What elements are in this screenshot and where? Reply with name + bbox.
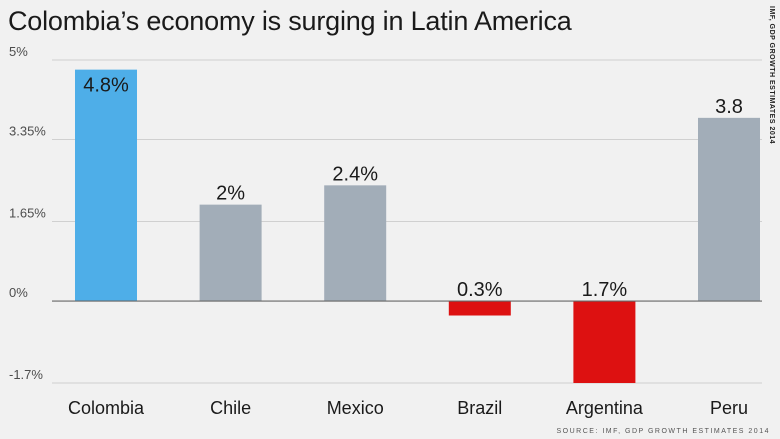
- bars: [75, 69, 760, 383]
- bar-brazil: [448, 301, 511, 316]
- category-labels: Colombia Chile Mexico Brazil Argentina Peru: [68, 398, 748, 418]
- bar-colombia: [75, 69, 137, 302]
- data-label: 3.8: [715, 96, 743, 118]
- data-label: 4.8%: [83, 75, 129, 97]
- category-label: Brazil: [457, 398, 502, 418]
- data-label: 2.4%: [332, 163, 378, 185]
- category-label: Colombia: [68, 398, 145, 418]
- bar-argentina: [573, 301, 636, 383]
- data-label: 0.3%: [457, 279, 503, 301]
- category-label: Chile: [210, 398, 251, 418]
- data-label: 1.7%: [582, 279, 628, 301]
- category-label: Mexico: [327, 398, 384, 418]
- category-label: Peru: [710, 398, 748, 418]
- y-tick-label: -1.7%: [9, 367, 43, 382]
- y-tick-label: 3.35%: [9, 124, 46, 139]
- bar-peru: [698, 117, 760, 302]
- source-note: SOURCE: IMF, GDP GROWTH ESTIMATES 2014: [556, 428, 770, 435]
- chart-title: Colombia’s economy is surging in Latin A…: [8, 6, 572, 36]
- y-tick-label: 5%: [9, 44, 28, 59]
- gridlines: [52, 59, 762, 384]
- bar-mexico: [324, 185, 387, 302]
- data-labels: 4.8% 2% 2.4% 0.3% 1.7% 3.8: [83, 75, 743, 301]
- category-label: Argentina: [566, 398, 644, 418]
- y-tick-label: 0%: [9, 285, 28, 300]
- y-tick-label: 1.65%: [9, 206, 46, 221]
- bar-chile: [199, 204, 262, 302]
- y-axis-ticks: 5% 3.35% 1.65% 0% -1.7%: [9, 44, 46, 382]
- data-label: 2%: [216, 183, 245, 205]
